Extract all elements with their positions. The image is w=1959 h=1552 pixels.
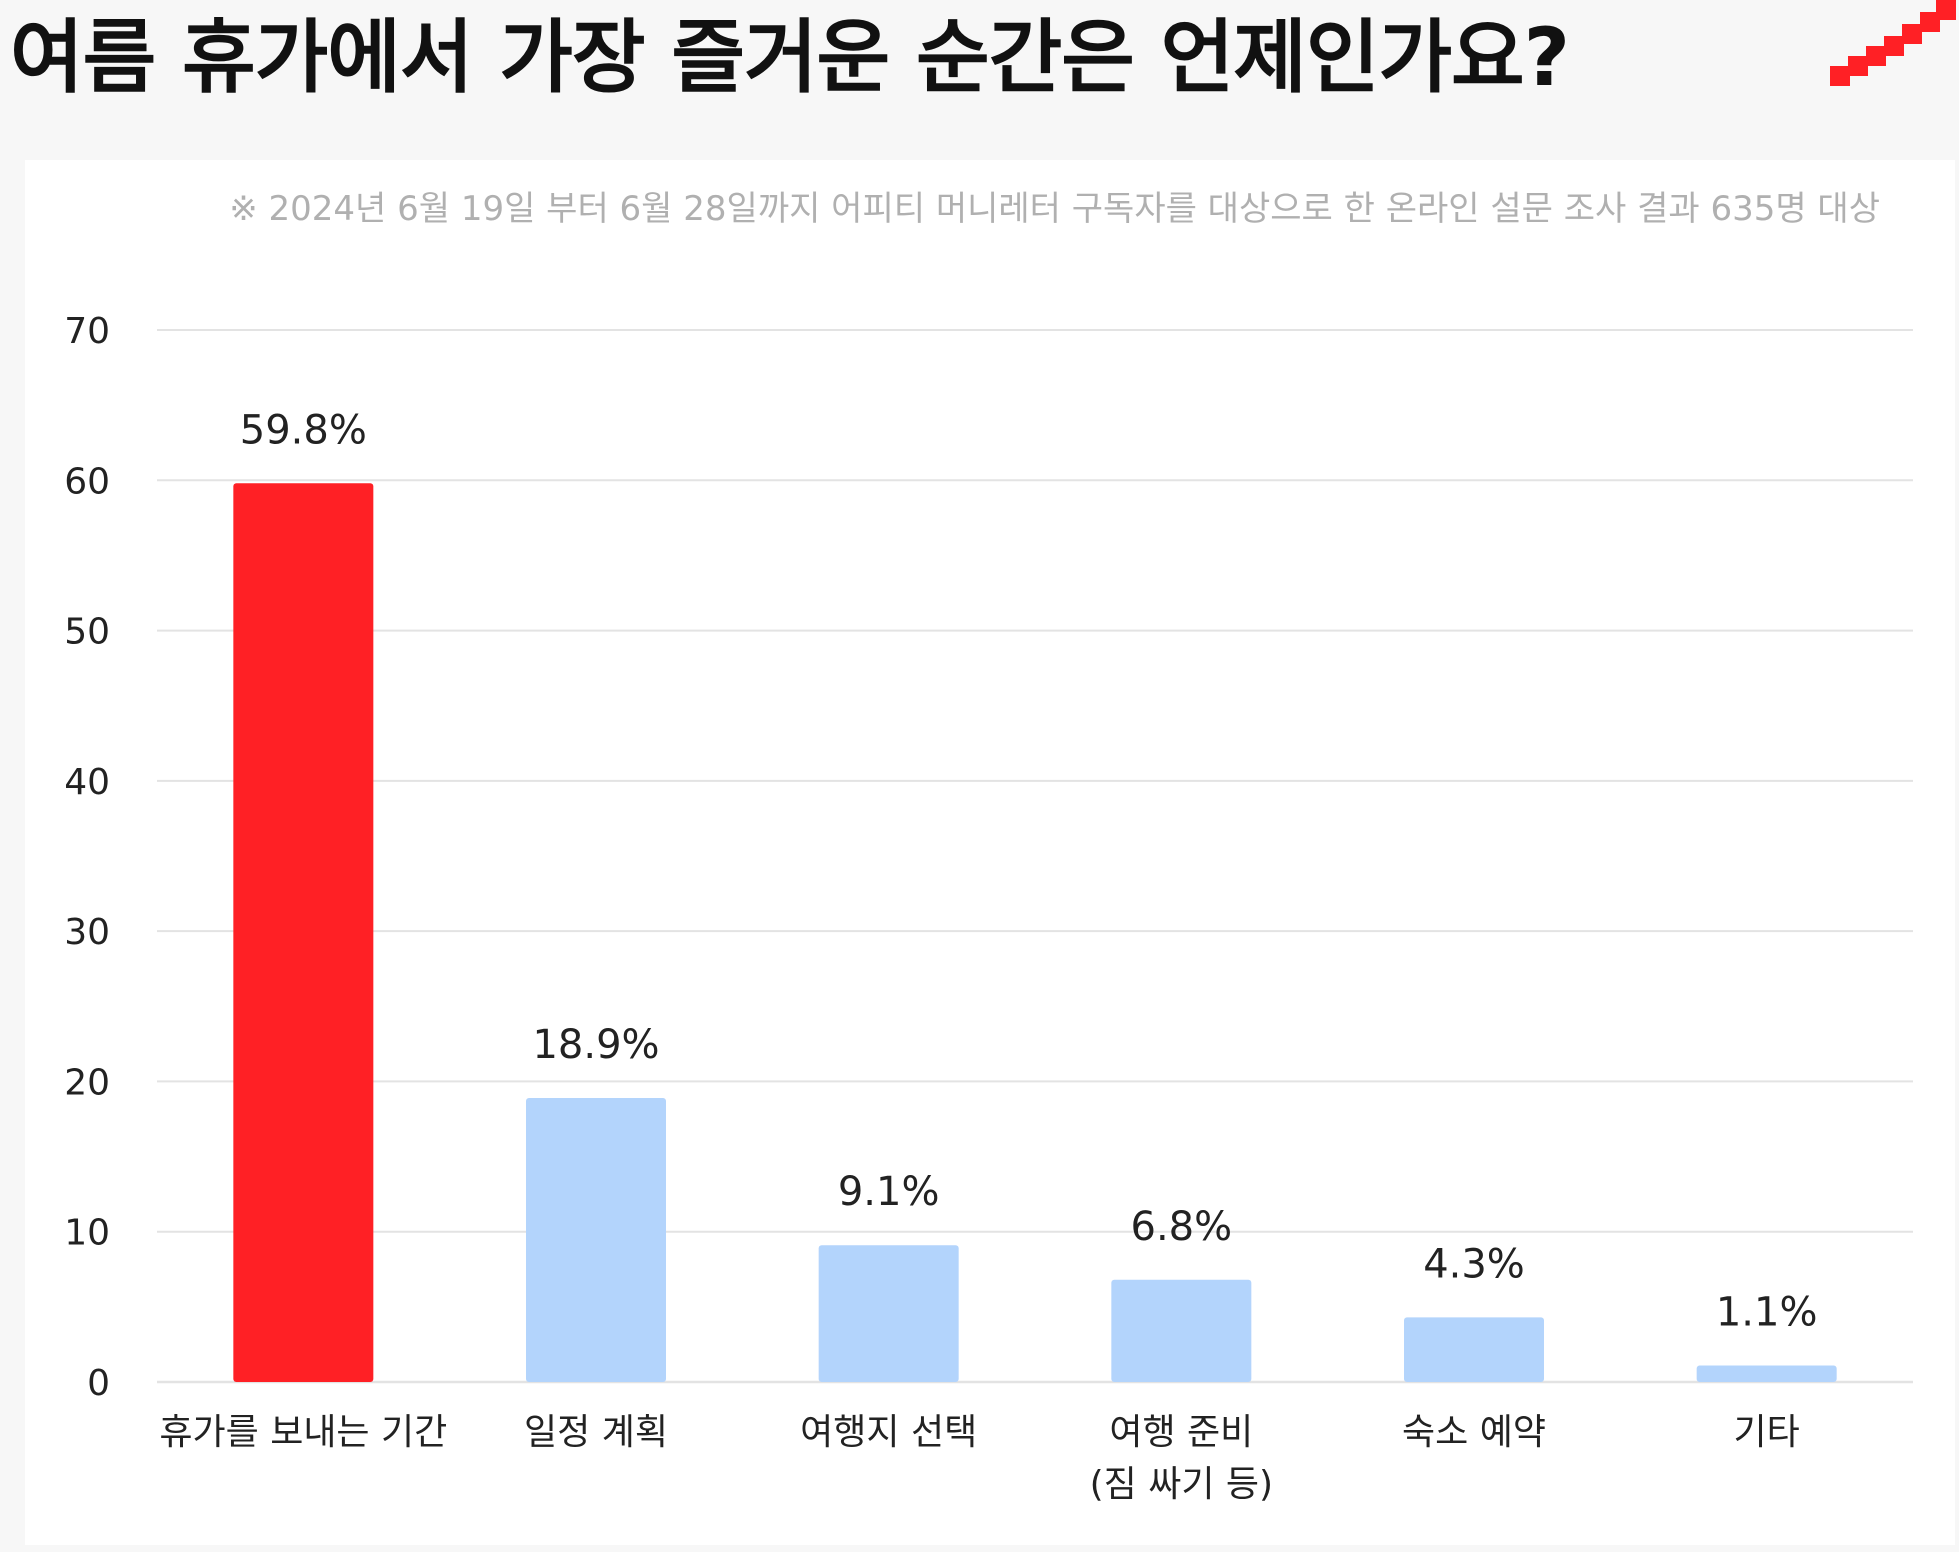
bar-value-label: 4.3%	[1423, 1241, 1525, 1287]
bar-value-label: 9.1%	[838, 1169, 940, 1215]
bar	[233, 483, 374, 1382]
y-tick-label: 10	[64, 1213, 110, 1254]
y-tick-label: 0	[87, 1363, 110, 1404]
bar-value-label: 18.9%	[532, 1022, 659, 1068]
y-tick-label: 30	[64, 912, 110, 953]
bar	[1696, 1365, 1837, 1382]
brand-logo-icon	[1830, 0, 1956, 86]
survey-note: ※ 2024년 6월 19일 부터 6월 28일까지 어피티 머니레터 구독자를…	[229, 189, 1880, 229]
page-title: 여름 휴가에서 가장 즐거운 순간은 언제인가요?	[10, 11, 1570, 104]
bar	[526, 1097, 666, 1382]
bar	[1111, 1279, 1252, 1382]
x-category-label: 휴가를 보내는 기간	[159, 1412, 447, 1453]
y-tick-label: 70	[64, 311, 110, 352]
y-tick-label: 40	[64, 762, 110, 803]
bar-value-label: 6.8%	[1131, 1204, 1233, 1250]
y-tick-label: 60	[64, 461, 110, 502]
x-category-label: (짐 싸기 등)	[1090, 1464, 1273, 1505]
chart-card: ※ 2024년 6월 19일 부터 6월 28일까지 어피티 머니레터 구독자를…	[25, 160, 1955, 1545]
x-category-label: 여행지 선택	[800, 1412, 977, 1453]
y-tick-label: 20	[64, 1062, 110, 1103]
y-tick-label: 50	[64, 612, 110, 653]
bar-value-label: 59.8%	[240, 407, 367, 453]
x-category-label: 기타	[1734, 1412, 1800, 1453]
bar-chart: ※ 2024년 6월 19일 부터 6월 28일까지 어피티 머니레터 구독자를…	[64, 189, 1913, 1505]
bar-value-label: 1.1%	[1716, 1289, 1818, 1335]
bar	[1404, 1317, 1544, 1382]
x-category-label: 숙소 예약	[1402, 1412, 1546, 1453]
x-category-label: 일정 계획	[524, 1412, 668, 1453]
x-category-label: 여행 준비	[1109, 1412, 1253, 1453]
bar	[818, 1245, 959, 1382]
